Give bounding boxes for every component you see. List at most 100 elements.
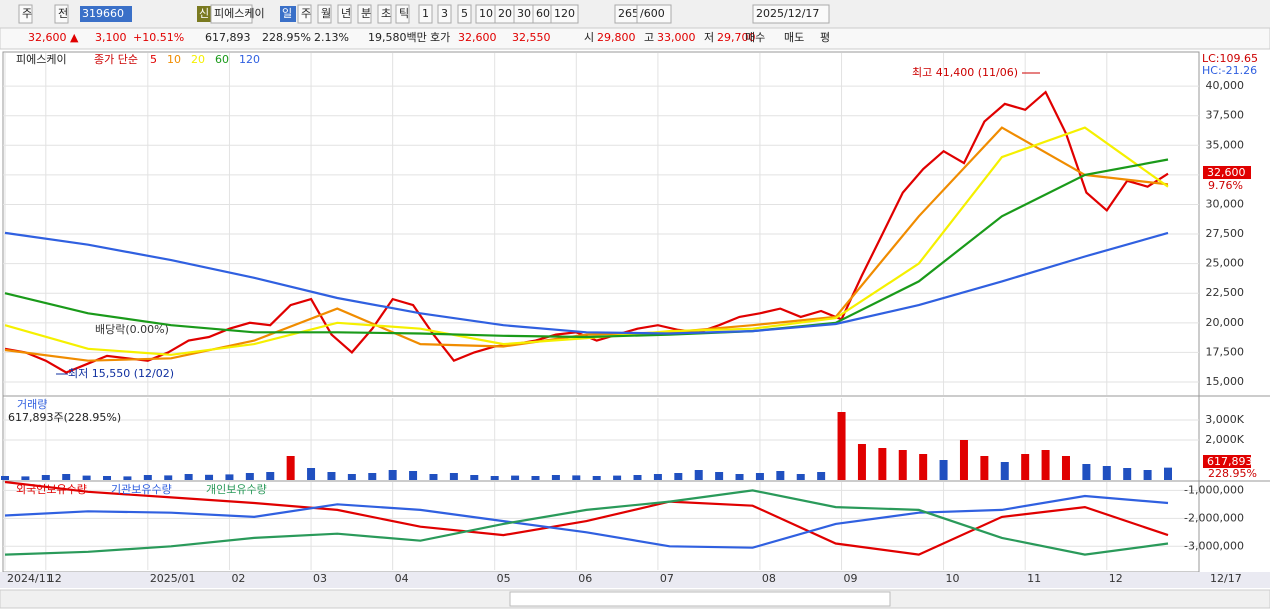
toolbar-item[interactable]: 틱 — [399, 7, 409, 20]
y-tick-label: 37,500 — [1206, 109, 1245, 122]
volume-bar — [857, 444, 866, 480]
toolbar-item[interactable]: 주 — [22, 7, 32, 20]
toolbar-button[interactable] — [377, 4, 392, 24]
toolbar-item[interactable]: 2025/12/17 — [756, 7, 819, 20]
toolbar-item[interactable]: 월 — [321, 7, 331, 20]
x-tick-label: 03 — [313, 572, 327, 585]
legend-entry: 5 — [150, 53, 157, 66]
y-tick-label: -1,000,000 — [1184, 483, 1244, 496]
y-tick-label: 35,000 — [1206, 138, 1245, 151]
toolbar-item[interactable]: /600 — [640, 7, 665, 20]
volume-bar — [1082, 464, 1091, 480]
y-tick-label: 25,000 — [1206, 257, 1245, 270]
x-end-label: 12/17 — [1210, 572, 1242, 585]
last-volume-pct: 228.95% — [1208, 467, 1257, 480]
x-tick-label: 2025/01 — [150, 572, 196, 585]
volume-bar — [429, 474, 438, 480]
toolbar-button[interactable] — [437, 4, 452, 24]
quote-bar — [0, 27, 1270, 50]
volume-bar — [388, 470, 397, 480]
toolbar-button[interactable] — [297, 4, 312, 24]
volume-bar — [531, 476, 540, 480]
toolbar-item[interactable]: 초 — [381, 7, 391, 20]
toolbar-button[interactable] — [457, 4, 472, 24]
toolbar-button[interactable] — [54, 4, 69, 24]
volume-bar — [633, 475, 642, 480]
quote-item[interactable]: 매수 — [745, 31, 765, 44]
quote-item: 32,600 — [458, 31, 497, 44]
volume-bar — [490, 476, 499, 480]
toolbar-item[interactable]: 60 — [536, 7, 550, 20]
toolbar-item[interactable]: 20 — [498, 7, 512, 20]
toolbar-item[interactable]: 120 — [554, 7, 575, 20]
toolbar-item[interactable]: 265 — [618, 7, 639, 20]
toolbar-highlight — [197, 6, 213, 22]
quote-item[interactable]: 매도 — [784, 31, 804, 44]
toolbar-item[interactable]: 일 — [282, 6, 292, 20]
toolbar-item[interactable]: 주 — [301, 7, 311, 20]
toolbar-button[interactable] — [418, 4, 433, 24]
toolbar-item[interactable]: 10 — [479, 7, 493, 20]
volume-bar — [1, 476, 9, 480]
volume-bar — [919, 454, 928, 480]
volume-bar — [1041, 450, 1050, 480]
toolbar-item[interactable]: 전 — [58, 7, 68, 20]
volume-bar — [266, 472, 275, 480]
toolbar-item[interactable]: 년 — [341, 7, 351, 20]
toolbar-highlight — [80, 6, 132, 22]
toolbar-item[interactable]: 30 — [517, 7, 531, 20]
toolbar-item[interactable]: 319660 — [82, 7, 124, 20]
toolbar-button[interactable] — [636, 4, 672, 24]
toolbar-button[interactable] — [550, 4, 579, 24]
x-tick-label: 07 — [660, 572, 674, 585]
y-tick-label: 22,500 — [1206, 286, 1245, 299]
volume-title: 거래량 — [17, 398, 47, 411]
volume-bar — [1102, 466, 1111, 480]
toolbar-highlight — [280, 6, 296, 22]
quote-item: 33,000 — [657, 31, 696, 44]
volume-bar — [1164, 467, 1172, 480]
toolbar-item[interactable]: 3 — [441, 7, 448, 20]
x-tick-label: 10 — [946, 572, 960, 585]
toolbar-button[interactable] — [357, 4, 372, 24]
volume-bar — [470, 475, 479, 480]
volume-bar — [653, 474, 662, 480]
quote-item: +10.51% — [133, 31, 184, 44]
quote-item: 32,550 — [512, 31, 551, 44]
toolbar-button[interactable] — [395, 4, 410, 24]
quote-item: 3,100 — [95, 31, 127, 44]
volume-bar — [674, 473, 683, 480]
toolbar-item[interactable]: 피에스케이 — [214, 7, 265, 20]
hc-label: HC:-21.26 — [1202, 64, 1257, 77]
volume-bar — [184, 474, 193, 480]
x-tick-label: 08 — [762, 572, 776, 585]
x-tick-label: 11 — [1027, 572, 1041, 585]
toolbar-button[interactable] — [210, 4, 253, 24]
volume-bar — [837, 412, 846, 480]
last-price: 32,600 — [1207, 166, 1246, 179]
y-tick-label: 20,000 — [1206, 316, 1245, 329]
volume-bar — [755, 473, 764, 480]
x-tick-label: 04 — [395, 572, 409, 585]
toolbar-item[interactable]: 1 — [422, 7, 429, 20]
series-line — [4, 489, 1169, 556]
volume-bar — [511, 475, 520, 480]
quote-item[interactable]: 평 — [820, 31, 830, 44]
toolbar-button[interactable] — [337, 4, 352, 24]
toolbar-button[interactable] — [752, 4, 830, 24]
quote-item: 29,700 — [717, 31, 756, 44]
toolbar-item[interactable]: 신 — [199, 7, 209, 20]
toolbar-button[interactable] — [317, 4, 332, 24]
toolbar-item[interactable]: 분 — [361, 7, 371, 20]
volume-bar — [735, 474, 744, 480]
scroll-thumb[interactable] — [509, 591, 891, 607]
y-tick-label: 27,500 — [1206, 227, 1245, 240]
toolbar-item[interactable]: 5 — [461, 7, 468, 20]
x-tick-label: 2024/11 — [7, 572, 53, 585]
volume-bar — [551, 475, 560, 480]
toolbar-button[interactable] — [18, 4, 33, 24]
volume-bar — [1123, 468, 1132, 480]
volume-bar — [1000, 462, 1009, 480]
y-tick-label: -2,000,000 — [1184, 511, 1244, 524]
